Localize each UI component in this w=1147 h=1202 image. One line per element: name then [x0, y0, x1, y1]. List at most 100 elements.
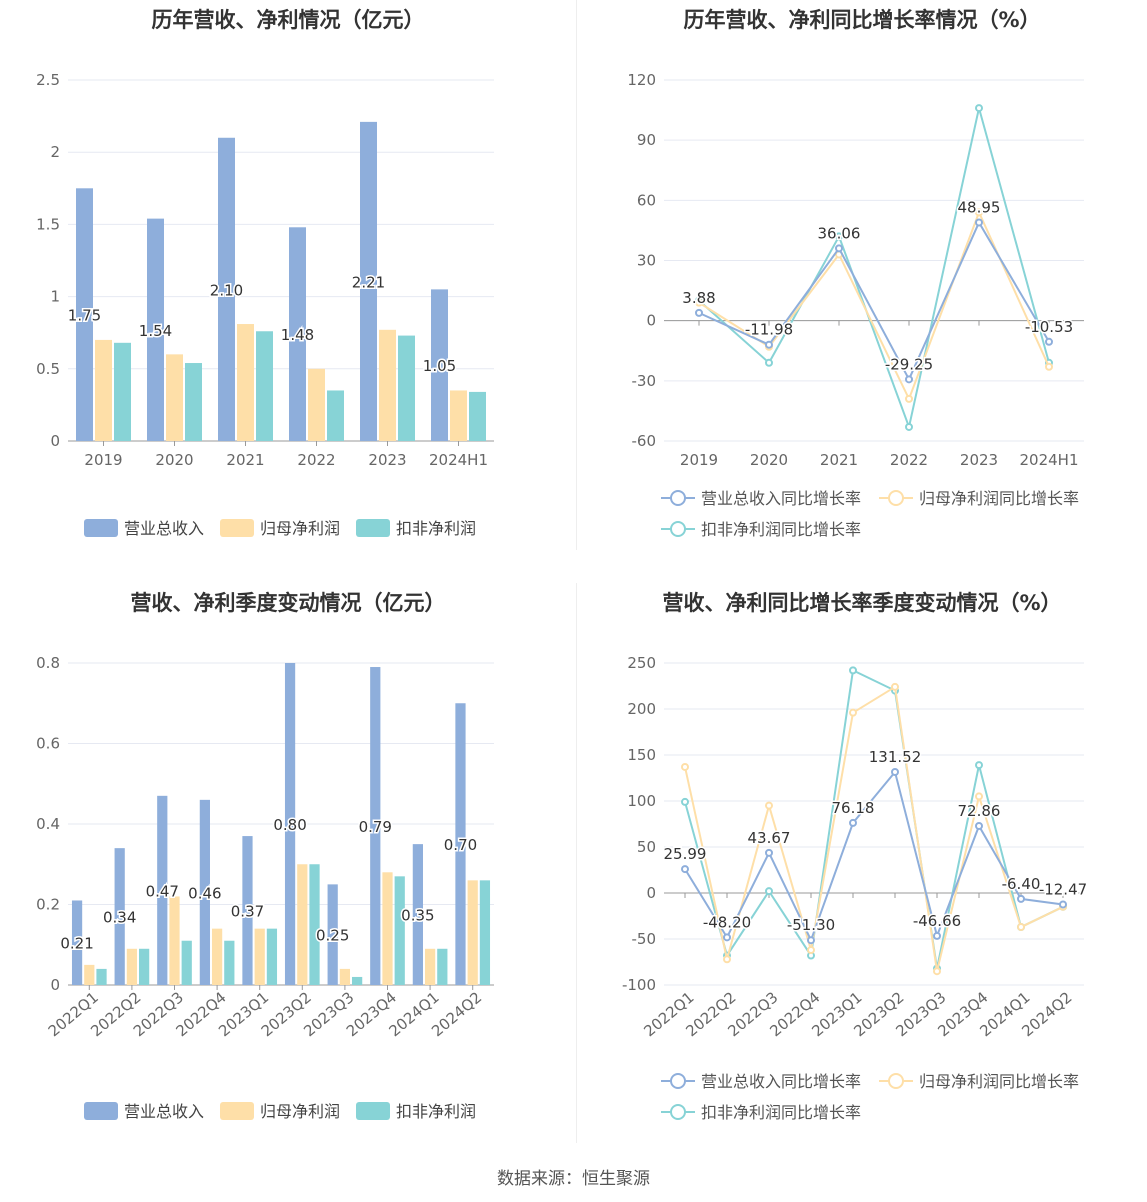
data-point [1017, 894, 1025, 903]
series-line [698, 107, 1050, 431]
legend-label: 营业总收入 [124, 519, 204, 538]
chart-title: 营收、净利同比增长率季度变动情况（%） [662, 591, 1062, 615]
y-tick-label: 200 [627, 700, 656, 718]
chart-title: 历年营收、净利情况（亿元） [151, 8, 425, 32]
bar [370, 667, 381, 985]
y-tick-label: -100 [622, 976, 656, 994]
legend-swatch-icon [356, 1102, 390, 1120]
legend-swatch-icon [220, 519, 254, 537]
point-value-label: 43.67 [748, 829, 791, 847]
point-value-label: -51.30 [787, 916, 835, 934]
annual-growth-rate-chart: 历年营收、净利同比增长率情况（%） -60 -30 0 30 60 90 120 2019 20… [577, 0, 1147, 560]
bar-value-label: 0.47 [146, 882, 179, 900]
legend-label: 归母净利润 [260, 1102, 340, 1121]
data-point [765, 848, 773, 857]
x-tick-label: 2021 [226, 451, 264, 469]
bar [327, 390, 344, 441]
bar [242, 836, 253, 985]
point-value-label: -10.53 [1025, 318, 1073, 336]
data-point [723, 955, 731, 964]
series-line [698, 220, 1050, 382]
y-tick-label: 0.2 [36, 896, 60, 914]
legend-marker-icon [670, 1073, 686, 1089]
point-value-label: -46.66 [913, 912, 961, 930]
data-point [765, 340, 773, 349]
bar [199, 799, 210, 985]
bar [147, 218, 164, 441]
bar [157, 795, 168, 985]
x-tick-label: 2023 [368, 451, 406, 469]
bar [398, 335, 415, 441]
annual-growth-rate-plot: -60 -30 0 30 60 90 120 2019 2020 2021 2022 2023 2024… [627, 71, 1084, 539]
data-point [835, 244, 843, 253]
data-point [695, 308, 703, 317]
series-line [684, 769, 1064, 943]
bar [256, 331, 273, 441]
quarterly-revenue-profit-chart: 营收、净利季度变动情况（亿元） 0 0.2 0.4 0.6 0.8 2022Q1 2022Q… [0, 583, 576, 1153]
y-tick-label: 0.5 [36, 360, 60, 378]
legend-marker-icon [670, 521, 686, 537]
legend-marker-icon [670, 1104, 686, 1120]
data-point [891, 768, 899, 777]
x-tick-label: 2019 [680, 451, 718, 469]
bar-value-label: 0.35 [401, 907, 434, 925]
data-point [681, 865, 689, 874]
data-point [1045, 337, 1053, 346]
bar-value-label: 1.05 [423, 357, 456, 375]
bar [114, 342, 131, 441]
data-point [975, 104, 983, 113]
data-point [905, 375, 913, 384]
legend-label: 扣非净利润 [396, 519, 476, 538]
data-point [975, 208, 983, 217]
y-tick-label: 90 [637, 131, 656, 149]
data-point [1059, 900, 1067, 909]
bar [327, 884, 338, 985]
bar-value-label: 0.79 [359, 818, 392, 836]
bar [166, 354, 183, 441]
legend-swatch-icon [84, 1102, 118, 1120]
legend-swatch-icon [84, 519, 118, 537]
point-value-label: 76.18 [832, 799, 875, 817]
y-tick-label: 50 [637, 838, 656, 856]
data-point [681, 762, 689, 771]
data-point [695, 298, 703, 307]
bar [360, 121, 377, 441]
bar-value-label: 0.70 [444, 836, 477, 854]
legend-marker-icon [888, 1073, 904, 1089]
bar [169, 896, 180, 985]
data-source: 数据来源：恒生聚源 [497, 1169, 650, 1189]
x-tick-label: 2021 [820, 451, 858, 469]
bar [224, 940, 235, 985]
legend-label: 归母净利润同比增长率 [919, 489, 1079, 508]
y-tick-label: 60 [637, 191, 656, 209]
legend-swatch-icon [356, 519, 390, 537]
bar [339, 968, 351, 985]
data-point [905, 422, 913, 431]
bar [394, 876, 405, 985]
data-point [835, 232, 843, 241]
x-tick-label: 2020 [155, 451, 193, 469]
series-line [684, 668, 1064, 969]
bar-value-label: 1.54 [139, 322, 172, 340]
chart-title: 历年营收、净利同比增长率情况（%） [683, 8, 1041, 32]
point-value-label: -29.25 [885, 355, 933, 373]
legend-label: 营业总收入 [124, 1102, 204, 1121]
y-tick-label: 2 [50, 143, 60, 161]
data-point [849, 666, 857, 675]
bar [479, 880, 491, 985]
data-point [975, 792, 983, 801]
data-point [1045, 362, 1053, 371]
data-point [933, 931, 941, 940]
bar [412, 844, 423, 985]
x-tick-label: 2022 [297, 451, 335, 469]
x-tick-label: 2024H1 [429, 451, 488, 469]
vertical-divider-bottom [576, 583, 577, 1143]
bar [266, 928, 278, 985]
bar-value-label: 0.37 [231, 903, 264, 921]
x-tick-label: 2024H1 [1020, 451, 1079, 469]
y-tick-label: 0 [646, 312, 656, 330]
y-tick-label: 0.8 [36, 654, 60, 672]
series-line [698, 209, 1050, 402]
data-point [723, 933, 731, 942]
bar [379, 329, 396, 441]
